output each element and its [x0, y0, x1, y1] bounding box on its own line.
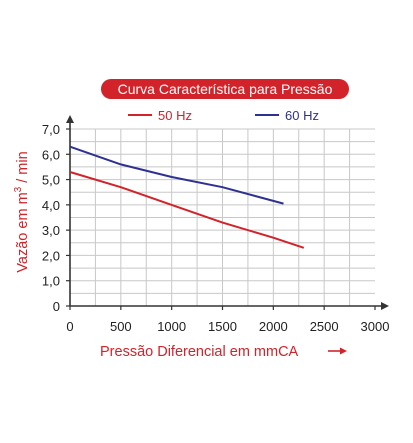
x-tick-label: 2000 [259, 319, 288, 334]
y-axis-label-superscript: 3 [13, 186, 24, 192]
y-tick-label: 1,0 [42, 274, 60, 289]
x-axis-arrow [381, 302, 389, 310]
y-tick-label: 6,0 [42, 147, 60, 162]
y-axis-label: Vazão em m3 / min [13, 151, 31, 272]
x-tick-label: 2500 [310, 319, 339, 334]
chart-title: Curva Característica para Pressão [101, 79, 349, 99]
legend-label: 60 Hz [285, 108, 319, 123]
y-tick-label: 2,0 [42, 248, 60, 263]
y-axis-arrow [66, 115, 74, 123]
x-axis-label-arrow-head [340, 347, 347, 355]
y-axis-label-text: Vazão em m [15, 192, 31, 272]
x-tick-label: 1000 [157, 319, 186, 334]
legend-item-1: 50 Hz [128, 108, 192, 123]
y-tick-label: 4,0 [42, 198, 60, 213]
grid-lines [70, 128, 375, 306]
series-line-2 [69, 145, 284, 205]
y-tick-label: 0 [53, 299, 60, 314]
y-axis-label-unit: / min [15, 151, 31, 186]
legend-label: 50 Hz [158, 108, 192, 123]
y-tick-label: 3,0 [42, 223, 60, 238]
series-line-1 [69, 171, 305, 249]
x-axis-label: Pressão Diferencial em mmCA [100, 344, 299, 360]
y-tick-label: 5,0 [42, 173, 60, 188]
legend-item-2: 60 Hz [255, 108, 319, 123]
y-tick-label: 7,0 [42, 122, 60, 137]
x-tick-label: 3000 [361, 319, 390, 334]
x-tick-label: 1500 [208, 319, 237, 334]
x-tick-label: 500 [110, 319, 132, 334]
x-tick-label: 0 [66, 319, 73, 334]
